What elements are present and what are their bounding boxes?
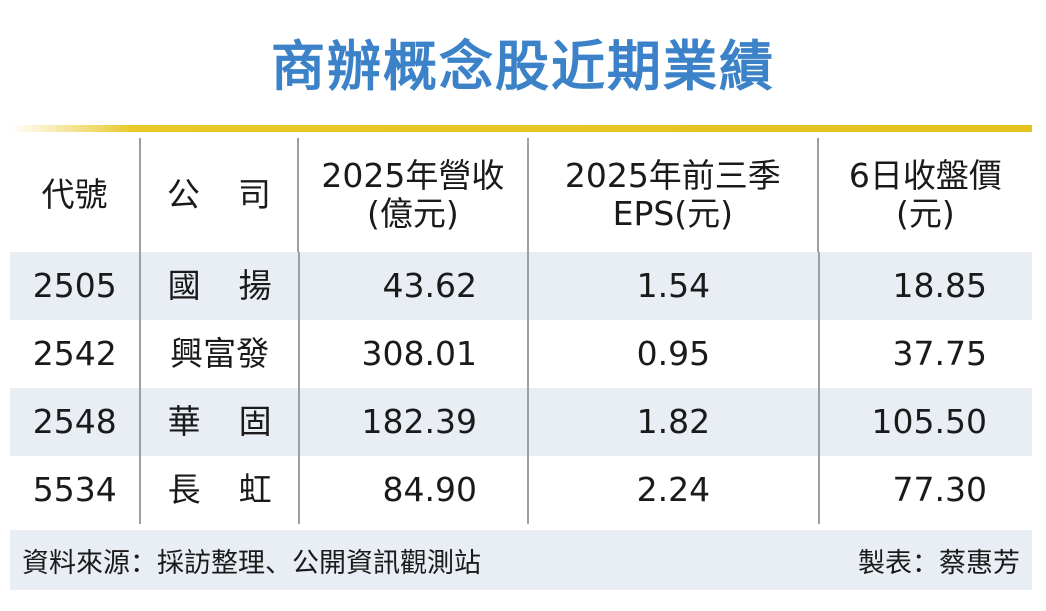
header-code: 代號 — [41, 175, 108, 215]
revenue-cell: 43.62 — [297, 252, 527, 320]
eps-cell-text: 0.95 — [636, 334, 711, 374]
footer: 資料來源：採訪整理、公開資訊觀測站 製表：蔡惠芳 — [10, 530, 1032, 590]
revenue-cell-text: 308.01 — [361, 334, 477, 374]
code-cell-text: 2548 — [32, 402, 117, 442]
header-revenue-line1: 2025年營收 — [321, 156, 505, 196]
eps-cell: 2.24 — [526, 456, 818, 524]
close-cell-text: 37.75 — [892, 334, 987, 374]
company-cell: 國揚 — [139, 252, 297, 320]
close-cell-text: 18.85 — [892, 266, 987, 306]
header-close-line1: 6日收盤價 — [848, 156, 1002, 196]
code-cell: 2548 — [10, 388, 139, 456]
header-revenue: 2025年營收 (億元) — [296, 138, 527, 252]
company-cell: 興富發 — [139, 320, 297, 388]
header-eps: 2025年前三季 EPS(元) — [526, 138, 817, 252]
credit-note: 製表：蔡惠芳 — [858, 547, 1020, 579]
header-company-label: 公司 — [166, 175, 309, 215]
code-cell: 2542 — [10, 320, 139, 388]
revenue-cell-text: 43.62 — [382, 266, 477, 306]
code-cell-text: 2542 — [32, 334, 117, 374]
table-row: 5534 長虹 84.90 2.24 77.30 — [10, 456, 1032, 524]
close-cell: 77.30 — [817, 456, 1032, 524]
header-eps-line2: EPS(元) — [612, 194, 734, 233]
header-close-line2: (元) — [895, 194, 955, 233]
eps-cell-text: 1.82 — [636, 402, 711, 442]
header-close: 6日收盤價 (元) — [816, 138, 1032, 252]
code-cell-text: 2505 — [32, 266, 117, 306]
company-cell-text: 興富發 — [170, 334, 270, 374]
company-cell: 華固 — [139, 388, 297, 456]
eps-cell-text: 2.24 — [636, 470, 711, 510]
revenue-cell: 308.01 — [297, 320, 527, 388]
code-cell-text: 5534 — [32, 470, 117, 510]
company-cell-text: 華固 — [167, 402, 310, 442]
eps-cell: 1.54 — [526, 252, 818, 320]
title-divider — [10, 125, 1032, 132]
eps-cell-text: 1.54 — [636, 266, 711, 306]
source-note: 資料來源：採訪整理、公開資訊觀測站 — [22, 547, 481, 579]
header-company: 公司 — [138, 138, 297, 252]
revenue-cell: 84.90 — [297, 456, 527, 524]
eps-cell: 1.82 — [526, 388, 818, 456]
close-cell: 37.75 — [817, 320, 1032, 388]
page-title: 商辦概念股近期業績 — [271, 35, 775, 98]
company-cell-text: 國揚 — [167, 266, 310, 306]
company-cell-text: 長虹 — [167, 470, 310, 510]
table-row: 2548 華固 182.39 1.82 105.50 — [10, 388, 1032, 456]
close-cell: 18.85 — [817, 252, 1032, 320]
table-header: 代號 公司 2025年營收 (億元) 2025年前三季 EPS(元) 6日收盤價 (元… — [10, 138, 1032, 252]
performance-table: 代號 公司 2025年營收 (億元) 2025年前三季 EPS(元) 6日收盤價 (元… — [10, 138, 1032, 524]
close-cell: 105.50 — [817, 388, 1032, 456]
close-cell-text: 77.30 — [892, 470, 987, 510]
header-eps-line1: 2025年前三季 — [564, 156, 781, 196]
eps-cell: 0.95 — [526, 320, 818, 388]
code-cell: 5534 — [10, 456, 139, 524]
table-row: 2542 興富發 308.01 0.95 37.75 — [10, 320, 1032, 388]
revenue-cell-text: 182.39 — [361, 402, 477, 442]
revenue-cell-text: 84.90 — [382, 470, 477, 510]
revenue-cell: 182.39 — [297, 388, 527, 456]
code-cell: 2505 — [10, 252, 139, 320]
table-row: 2505 國揚 43.62 1.54 18.85 — [10, 252, 1032, 320]
close-cell-text: 105.50 — [871, 402, 987, 442]
header-revenue-line2: (億元) — [366, 194, 459, 233]
company-cell: 長虹 — [139, 456, 297, 524]
